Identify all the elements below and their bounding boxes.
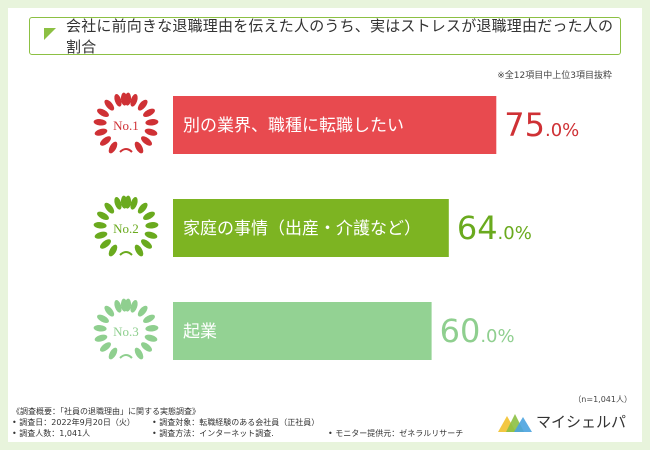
laurel-leaf bbox=[143, 211, 155, 220]
laurel-ribbon bbox=[119, 148, 133, 153]
laurel-leaf bbox=[97, 211, 109, 220]
survey-date: • 調査日：2022年9月20日（火） bbox=[12, 418, 135, 427]
laurel-leaf bbox=[130, 197, 138, 210]
laurel-leaf bbox=[94, 231, 108, 239]
laurel-leaf bbox=[137, 99, 148, 111]
laurel-leaf bbox=[100, 239, 111, 249]
laurel-leaf bbox=[114, 94, 122, 107]
survey-row-2: • 調査人数：1,041人 • 調査方法：インターネット調査. • モニター提供… bbox=[12, 428, 463, 439]
mountain-logo-icon bbox=[497, 413, 532, 432]
rank-badge-2: No.2 bbox=[93, 195, 159, 257]
survey-method: • 調査方法：インターネット調査. bbox=[152, 429, 274, 438]
laurel-leaf bbox=[108, 244, 118, 257]
value-label: 75.0% bbox=[504, 106, 579, 144]
laurel-leaf bbox=[144, 334, 158, 342]
value-label-decimal: .0% bbox=[545, 120, 579, 141]
category-label: 起業 bbox=[183, 322, 217, 342]
laurel-leaf bbox=[137, 202, 148, 214]
note-text: ※全12項目中上位3項目抜粋 bbox=[497, 71, 612, 81]
laurel-leaf bbox=[104, 202, 115, 214]
laurel-ribbon bbox=[119, 354, 133, 359]
laurel-leaf bbox=[93, 325, 107, 332]
laurel-ribbon bbox=[119, 251, 133, 256]
laurel-leaf bbox=[97, 108, 109, 117]
survey-count: • 調査人数：1,041人 bbox=[12, 429, 91, 438]
laurel-leaf bbox=[134, 347, 144, 360]
laurel-leaf bbox=[141, 342, 152, 352]
value-label-integer: 60 bbox=[440, 312, 481, 350]
laurel-leaf bbox=[93, 222, 107, 229]
rank-label: No.1 bbox=[113, 118, 139, 133]
bar-2 bbox=[173, 199, 449, 257]
laurel-leaf bbox=[100, 342, 111, 352]
bar-3 bbox=[173, 302, 432, 360]
laurel-leaf bbox=[144, 231, 158, 239]
category-label: 別の業界、職種に転職したい bbox=[183, 116, 404, 136]
brand-name: マイシェルパ bbox=[535, 413, 626, 431]
laurel-leaf bbox=[130, 300, 138, 313]
laurel-leaf bbox=[143, 108, 155, 117]
laurel-leaf bbox=[94, 334, 108, 342]
laurel-leaf bbox=[137, 305, 148, 317]
rank-badge-1: No.1 bbox=[93, 92, 159, 154]
sample-size: （n=1,041人） bbox=[573, 395, 632, 404]
chart-title: 会社に前向きな退職理由を伝えた人のうち、実はストレスが退職理由だった人の割合 bbox=[66, 17, 614, 56]
title-corner-mark bbox=[44, 28, 56, 40]
rank-label: No.3 bbox=[113, 324, 139, 339]
survey-summary: 《調査概要：「社員の退職理由」に関する実態調査》 • 調査日：2022年9月20… bbox=[12, 406, 463, 439]
bar-1 bbox=[173, 96, 497, 154]
laurel-leaf bbox=[134, 141, 144, 154]
rank-label: No.2 bbox=[113, 221, 139, 236]
laurel-leaf bbox=[120, 92, 128, 106]
laurel-leaf bbox=[120, 195, 128, 209]
survey-provider: • モニター提供元：ゼネラルリサーチ bbox=[328, 429, 464, 438]
value-label: 64.0% bbox=[457, 209, 532, 247]
laurel-leaf bbox=[120, 298, 128, 312]
laurel-leaf bbox=[114, 300, 122, 313]
laurel-leaf bbox=[108, 141, 118, 154]
laurel-leaf bbox=[97, 314, 109, 323]
panel: 会社に前向きな退職理由を伝えた人のうち、実はストレスが退職理由だった人の割合 ※… bbox=[8, 8, 642, 442]
laurel-leaf bbox=[141, 239, 152, 249]
survey-row-1: • 調査日：2022年9月20日（火） • 調査対象：転職経験のある会社員（正社… bbox=[12, 417, 463, 428]
value-label: 60.0% bbox=[440, 312, 515, 350]
laurel-leaf bbox=[100, 136, 111, 146]
laurel-leaf bbox=[134, 244, 144, 257]
laurel-leaf bbox=[108, 347, 118, 360]
laurel-leaf bbox=[104, 99, 115, 111]
title-box: 会社に前向きな退職理由を伝えた人のうち、実はストレスが退職理由だった人の割合 bbox=[29, 17, 621, 56]
chart: No.1 別の業界、職種に転職したい 75.0%No.2 家庭の事情（出産・介護など）… bbox=[93, 92, 579, 360]
laurel-leaf bbox=[94, 128, 108, 136]
laurel-leaf bbox=[104, 305, 115, 317]
laurel-leaf bbox=[143, 314, 155, 323]
survey-target: • 調査対象：転職経験のある会社員（正社員） bbox=[152, 418, 320, 427]
value-label-integer: 75 bbox=[504, 106, 545, 144]
laurel-leaf bbox=[141, 136, 152, 146]
laurel-leaf bbox=[145, 222, 159, 229]
category-label: 家庭の事情（出産・介護など） bbox=[183, 219, 421, 239]
brand-logo: マイシェルパ bbox=[497, 411, 626, 432]
value-label-decimal: .0% bbox=[480, 326, 514, 347]
survey-heading: 《調査概要：「社員の退職理由」に関する実態調査》 bbox=[12, 407, 200, 416]
laurel-leaf bbox=[144, 128, 158, 136]
value-label-integer: 64 bbox=[457, 209, 498, 247]
value-label-decimal: .0% bbox=[498, 223, 532, 244]
laurel-leaf bbox=[145, 325, 159, 332]
laurel-leaf bbox=[130, 94, 138, 107]
laurel-leaf bbox=[114, 197, 122, 210]
rank-badge-3: No.3 bbox=[93, 298, 159, 360]
laurel-leaf bbox=[145, 119, 159, 126]
logo-peak-right bbox=[513, 416, 532, 432]
laurel-leaf bbox=[93, 119, 107, 126]
